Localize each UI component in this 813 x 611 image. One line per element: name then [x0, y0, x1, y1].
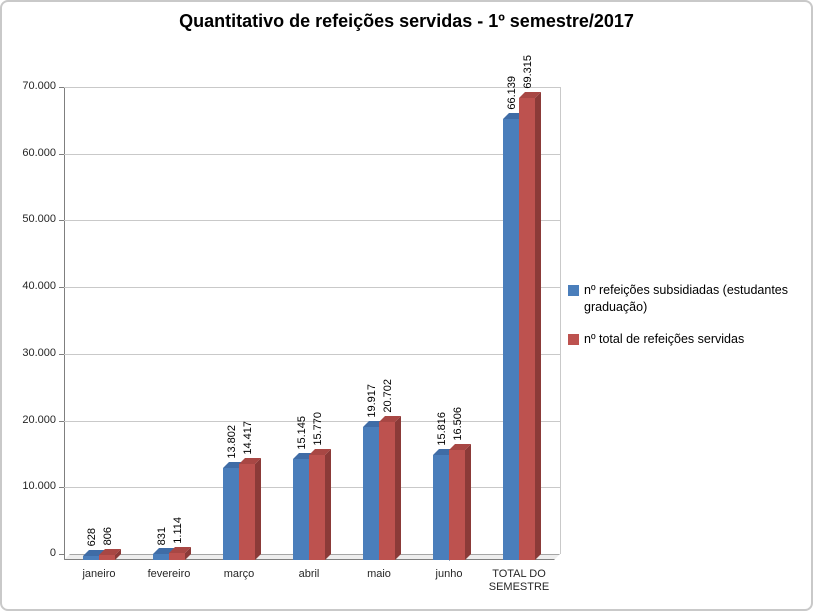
bar	[83, 549, 105, 560]
bar-side-face	[535, 91, 541, 560]
y-axis-label: 10.000	[22, 480, 56, 493]
y-axis: 0 10.000 20.000 30.000 40.000 50.000 60.000 70.…	[2, 2, 60, 609]
legend-item: nº total de refeições servidas	[568, 331, 810, 348]
bar-value-label: 69.315	[522, 54, 534, 89]
y-axis-tick	[59, 153, 64, 155]
gridline	[64, 220, 560, 222]
bar-side-face	[395, 415, 401, 560]
bar-side-face	[465, 443, 471, 560]
y-axis-tick	[59, 353, 64, 355]
plot-right-edge	[560, 87, 561, 554]
bar	[239, 457, 261, 560]
bar-value-label: 16.506	[452, 407, 464, 441]
bar-front-face	[293, 458, 309, 560]
bar-side-face	[255, 457, 261, 560]
bar-value-label: 15.816	[436, 411, 448, 446]
bar	[503, 112, 525, 560]
bar	[309, 448, 331, 560]
x-axis-label: abril	[298, 568, 320, 580]
bar-value-label: 628	[86, 528, 98, 547]
bar	[433, 448, 455, 560]
gridline	[64, 153, 560, 155]
y-axis-tick	[59, 487, 64, 489]
gridline	[64, 420, 560, 422]
bar-front-face	[449, 449, 465, 560]
bar	[519, 91, 541, 560]
legend: nº refeições subsidiadas (estudantes gra…	[568, 282, 810, 363]
bar-value-label: 19.917	[366, 384, 378, 419]
y-axis-tick	[59, 420, 64, 422]
bar	[223, 461, 245, 560]
bar-front-face	[379, 421, 395, 560]
y-axis-label: 20.000	[22, 413, 56, 426]
bar	[169, 546, 191, 560]
bar-front-face	[223, 467, 239, 560]
y-axis-label: 50.000	[22, 213, 56, 226]
y-axis-label: 0	[49, 547, 56, 559]
legend-swatch	[568, 333, 579, 345]
bar-front-face	[99, 554, 115, 560]
legend-item: nº refeições subsidiadas (estudantes gra…	[568, 282, 810, 316]
bar	[293, 452, 315, 560]
gridline	[64, 353, 560, 355]
bar-value-label: 66.139	[506, 76, 518, 110]
x-axis-label: fevereiro	[147, 568, 191, 580]
bar-front-face	[239, 463, 255, 560]
y-axis-tick	[59, 554, 64, 555]
legend-swatch	[568, 285, 579, 296]
plot-area: 628 806 831 1.114 13.802 14.417 15.145 15.770 19…	[59, 55, 561, 560]
bar-value-label: 13.802	[226, 425, 238, 459]
y-axis-tick	[59, 287, 64, 289]
x-axis-label: maio	[367, 568, 391, 580]
y-axis-label: 40.000	[22, 280, 56, 293]
gridline	[64, 287, 560, 289]
bar-side-face	[325, 448, 331, 560]
bar-front-face	[83, 555, 99, 560]
bar-front-face	[503, 118, 519, 560]
bar-value-label: 14.417	[242, 421, 254, 455]
bar-front-face	[519, 97, 535, 560]
x-axis-label: janeiro	[82, 568, 116, 580]
y-axis-label: 30.000	[22, 346, 56, 359]
legend-series-label: nº total de refeições servidas	[584, 331, 745, 346]
y-axis-tick	[59, 220, 64, 222]
chart-title: Quantitativo de refeições servidas - 1º …	[179, 11, 634, 31]
y-axis-line	[64, 87, 65, 560]
legend-series-label: nº refeições subsidiadas (estudantes gra…	[584, 283, 788, 314]
y-axis-tick	[59, 87, 64, 88]
bar-value-label: 20.702	[382, 379, 394, 413]
x-axis-label: TOTAL DO SEMESTRE	[488, 568, 550, 593]
y-axis-label: 60.000	[22, 146, 56, 159]
gridline	[64, 87, 560, 88]
bar	[99, 548, 121, 560]
bar-value-label: 831	[156, 527, 168, 546]
bar	[153, 548, 175, 560]
x-axis-label: junho	[435, 568, 463, 580]
x-axis-label: março	[223, 568, 255, 580]
bar-front-face	[153, 554, 169, 560]
bar	[449, 443, 471, 560]
y-axis-label: 70.000	[22, 80, 56, 92]
bar-value-label: 806	[102, 527, 114, 546]
bar-value-label: 15.770	[312, 412, 324, 446]
bar-front-face	[363, 427, 379, 560]
bar-front-face	[309, 454, 325, 560]
bar-value-label: 1.114	[172, 516, 184, 544]
bar	[379, 415, 401, 560]
bar-front-face	[169, 552, 185, 560]
bar-value-label: 15.145	[296, 416, 308, 450]
bar-front-face	[433, 454, 449, 560]
bar	[363, 421, 385, 560]
